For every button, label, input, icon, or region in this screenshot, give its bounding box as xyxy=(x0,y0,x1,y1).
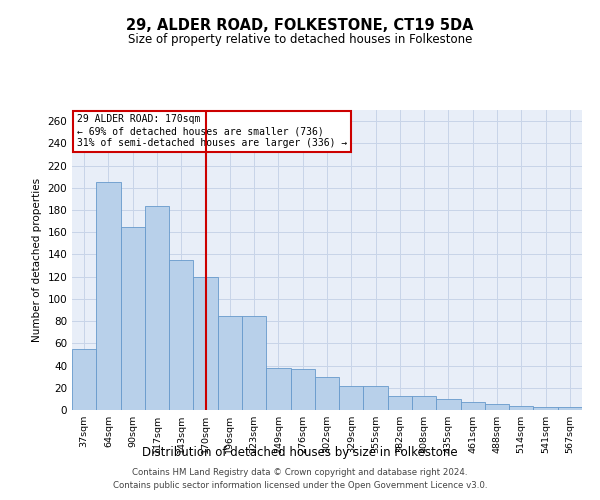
Bar xyxy=(193,276,218,410)
Bar xyxy=(461,402,485,410)
Text: Contains HM Land Registry data © Crown copyright and database right 2024.: Contains HM Land Registry data © Crown c… xyxy=(132,468,468,477)
Bar xyxy=(315,376,339,410)
Bar xyxy=(364,386,388,410)
Text: 29, ALDER ROAD, FOLKESTONE, CT19 5DA: 29, ALDER ROAD, FOLKESTONE, CT19 5DA xyxy=(126,18,474,32)
Bar xyxy=(485,404,509,410)
Text: Contains public sector information licensed under the Open Government Licence v3: Contains public sector information licen… xyxy=(113,480,487,490)
Bar xyxy=(290,369,315,410)
Text: 29 ALDER ROAD: 170sqm
← 69% of detached houses are smaller (736)
31% of semi-det: 29 ALDER ROAD: 170sqm ← 69% of detached … xyxy=(77,114,347,148)
Bar xyxy=(533,406,558,410)
Bar xyxy=(558,406,582,410)
Bar xyxy=(509,406,533,410)
Bar xyxy=(96,182,121,410)
Bar xyxy=(436,399,461,410)
Text: Distribution of detached houses by size in Folkestone: Distribution of detached houses by size … xyxy=(142,446,458,459)
Bar xyxy=(121,226,145,410)
Bar xyxy=(145,206,169,410)
Bar xyxy=(388,396,412,410)
Bar xyxy=(218,316,242,410)
Text: Size of property relative to detached houses in Folkestone: Size of property relative to detached ho… xyxy=(128,32,472,46)
Bar xyxy=(339,386,364,410)
Bar xyxy=(242,316,266,410)
Bar xyxy=(266,368,290,410)
Bar xyxy=(412,396,436,410)
Bar xyxy=(169,260,193,410)
Bar xyxy=(72,349,96,410)
Y-axis label: Number of detached properties: Number of detached properties xyxy=(32,178,42,342)
